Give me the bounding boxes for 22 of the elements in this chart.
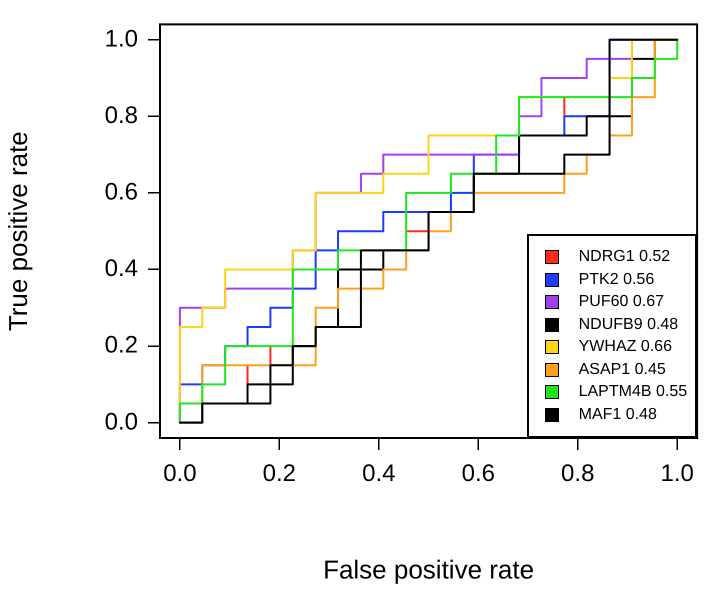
x-tick-label: 0.6 [462,460,495,488]
y-tick-label: 0.0 [104,408,138,436]
legend-label: PUF60 0.67 [578,292,664,312]
x-axis-title: False positive rate [323,554,534,585]
y-tick-label: 1.0 [104,25,138,52]
legend-label: NDUFB9 0.48 [578,314,678,334]
x-tick-label: 0.4 [362,460,396,488]
y-tick-label: 0.6 [104,178,138,206]
x-tick-label: 0.8 [561,460,594,488]
legend-label: NDRG1 0.52 [578,247,670,267]
x-tick-label: 1.0 [660,460,694,488]
legend-label: LAPTM4B 0.55 [578,382,688,402]
y-tick-label: 0.2 [104,332,138,359]
y-tick-label: 0.8 [104,102,138,129]
legend-label: PTK2 0.56 [578,270,654,290]
x-tick-label: 0.0 [163,460,197,488]
legend-label: YWHAZ 0.66 [578,337,672,357]
legend-label: MAF1 0.48 [578,404,657,424]
y-axis-title: True positive rate [2,131,33,332]
x-tick-label: 0.2 [262,460,296,488]
y-tick-label: 0.4 [104,255,138,282]
legend-label: ASAP1 0.45 [578,360,666,380]
